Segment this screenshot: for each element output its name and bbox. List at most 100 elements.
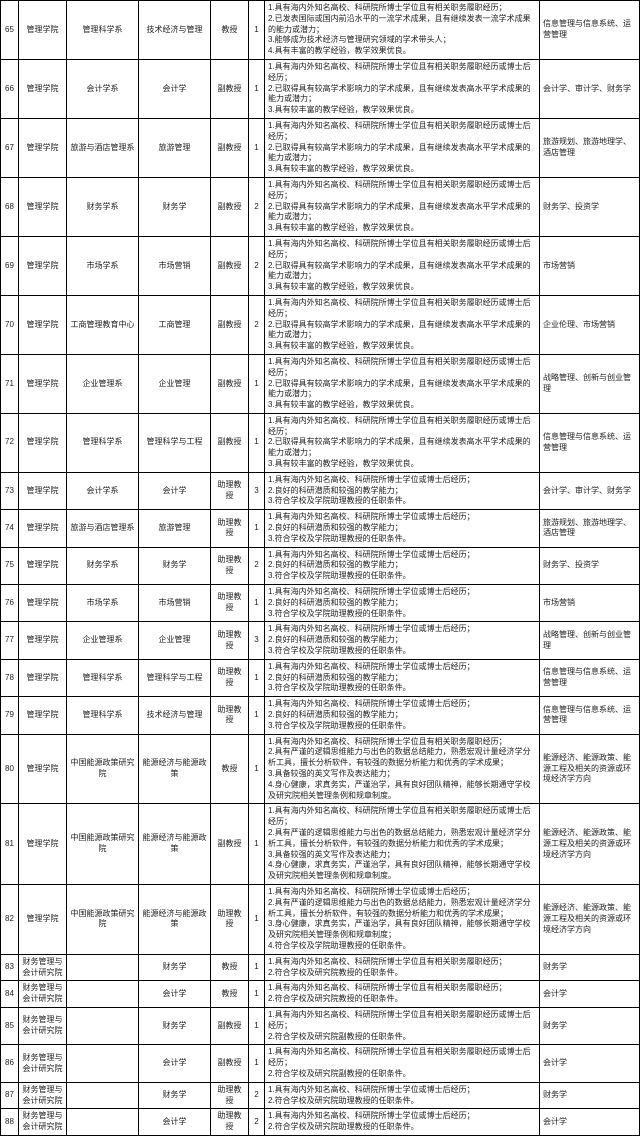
- row-index: 73: [1, 472, 19, 509]
- college-cell: 管理学院: [19, 354, 67, 413]
- requirement-line: 1.具有海内外知名高校、科研院所博士学位且有相关职务履职经历；: [268, 957, 536, 968]
- title-cell: 助理教授: [211, 697, 249, 734]
- major-cell: 财务学: [139, 547, 211, 584]
- major-cell: 管理科学与工程: [139, 659, 211, 696]
- major-cell: 财务学: [139, 177, 211, 236]
- count-cell: 1: [249, 585, 265, 622]
- major-cell: 会计学: [139, 59, 211, 118]
- department-cell: 管理科学系: [67, 1, 139, 60]
- table-row: 81管理学院中国能源政策研究院能源经济与能源政策副教授11.具有海内外知名高校、…: [1, 804, 640, 885]
- requirements-cell: 1.具有海内外知名高校、科研院所博士学位或博士后经历；2.符合学校及研究院助理教…: [265, 1082, 540, 1109]
- requirement-line: 3.具有较丰富的教学经验，教学效果优良。: [268, 282, 536, 293]
- requirement-line: 3.符合学校及学院助理教授的任职条件。: [268, 609, 536, 620]
- department-cell: 中国能源政策研究院: [67, 884, 139, 954]
- department-cell: [67, 1109, 139, 1136]
- direction-cell: 企业伦理、市场营销: [540, 295, 640, 354]
- title-cell: 副教授: [211, 1045, 249, 1082]
- requirement-line: 3.具有较丰富的教学经验，教学效果优良。: [268, 223, 536, 234]
- department-cell: 旅游与酒店管理系: [67, 118, 139, 177]
- count-cell: 1: [249, 1007, 265, 1044]
- requirement-line: 1.具有海内外知名高校、科研院所博士学位或博士后经历；: [268, 699, 536, 710]
- count-cell: 1: [249, 884, 265, 954]
- direction-cell: 会计学: [540, 981, 640, 1008]
- college-cell: 管理学院: [19, 295, 67, 354]
- count-cell: 1: [249, 510, 265, 547]
- college-cell: 管理学院: [19, 547, 67, 584]
- row-index: 65: [1, 1, 19, 60]
- table-row: 68管理学院财务学系财务学副教授21.具有海内外知名高校、科研院所博士学位且有相…: [1, 177, 640, 236]
- requirement-line: 1.具有海内外知名高校、科研院所博士学位或博士后经历；: [268, 1111, 536, 1122]
- requirement-line: 2.具有严谨的逻辑思维能力与出色的数据总结能力，熟悉宏观计量经济学分析工具，擅长…: [268, 747, 536, 769]
- requirement-line: 1.具有海内外知名高校、科研院所博士学位且有相关职务履职经历；: [268, 3, 536, 14]
- requirement-line: 2.良好的科研潜质和较强的教学能力；: [268, 598, 536, 609]
- requirement-line: 2.已取得具有较高学术影响力的学术成果，且有继续发表高水平学术成果的能力或潜力；: [268, 84, 536, 106]
- table-row: 87财务管理与会计研究院财务学助理教授21.具有海内外知名高校、科研院所博士学位…: [1, 1082, 640, 1109]
- requirements-cell: 1.具有海内外知名高校、科研院所博士学位且有相关职务履职经历或博士后经历；2.符…: [265, 1007, 540, 1044]
- requirement-line: 1.具有海内外知名高校、科研院所博士学位或博士后经历；: [268, 624, 536, 635]
- table-row: 65管理学院管理科学系技术经济与管理教授11.具有海内外知名高校、科研院所博士学…: [1, 1, 640, 60]
- direction-cell: 市场营销: [540, 236, 640, 295]
- title-cell: 助理教授: [211, 547, 249, 584]
- title-cell: 助理教授: [211, 622, 249, 659]
- requirement-line: 1.具有海内外知名高校、科研院所博士学位且有相关职务履职经历或博士后经历；: [268, 239, 536, 261]
- table-row: 78管理学院管理科学系管理科学与工程助理教授11.具有海内外知名高校、科研院所博…: [1, 659, 640, 696]
- requirements-cell: 1.具有海内外知名高校、科研院所博士学位或博士后经历；2.良好的科研潜质和较强的…: [265, 472, 540, 509]
- requirements-cell: 1.具有海内外知名高校、科研院所博士学位且有相关职务履职经历或博士后经历；2.已…: [265, 354, 540, 413]
- requirement-line: 3.具有较丰富的教学经验，教学效果优良。: [268, 164, 536, 175]
- recruitment-table: 65管理学院管理科学系技术经济与管理教授11.具有海内外知名高校、科研院所博士学…: [0, 0, 640, 1136]
- major-cell: 财务学: [139, 1007, 211, 1044]
- requirement-line: 3.具有较丰富的教学经验，教学效果优良。: [268, 400, 536, 411]
- row-index: 76: [1, 585, 19, 622]
- requirement-line: 1.具有海内外知名高校、科研院所博士学位或博士后经历；: [268, 512, 536, 523]
- count-cell: 1: [249, 354, 265, 413]
- college-cell: 管理学院: [19, 118, 67, 177]
- requirement-line: 1.具有海内外知名高校、科研院所博士学位或博士后经历；: [268, 662, 536, 673]
- table-row: 69管理学院市场学系市场营销副教授21.具有海内外知名高校、科研院所博士学位且有…: [1, 236, 640, 295]
- college-cell: 财务管理与会计研究院: [19, 954, 67, 981]
- title-cell: 助理教授: [211, 1109, 249, 1136]
- college-cell: 财务管理与会计研究院: [19, 1109, 67, 1136]
- table-row: 80管理学院中国能源政策研究院能源经济与能源政策教授11.具有海内外知名高校、科…: [1, 734, 640, 804]
- requirement-line: 2.符合学校及研究院助理教授的任职条件。: [268, 1096, 536, 1107]
- direction-cell: 旅游规划、旅游地理学、酒店管理: [540, 118, 640, 177]
- direction-cell: 信息管理与信息系统、运营管理: [540, 659, 640, 696]
- requirement-line: 2.符合学校及研究院助理教授的任职条件。: [268, 1122, 536, 1133]
- college-cell: 管理学院: [19, 622, 67, 659]
- requirements-cell: 1.具有海内外知名高校、科研院所博士学位且有相关职务履职经历或博士后经历；2.已…: [265, 295, 540, 354]
- requirement-line: 1.具有海内外知名高校、科研院所博士学位且有相关职务履职经历或博士后经历；: [268, 180, 536, 202]
- college-cell: 管理学院: [19, 1, 67, 60]
- department-cell: 会计学系: [67, 472, 139, 509]
- count-cell: 1: [249, 118, 265, 177]
- direction-cell: 战略管理、创新与创业管理: [540, 354, 640, 413]
- requirement-line: 2.符合学校及研究院副教授的任职条件。: [268, 1069, 536, 1080]
- row-index: 72: [1, 413, 19, 472]
- requirements-cell: 1.具有海内外知名高校、科研院所博士学位或博士后经历；2.良好的科研潜质和较强的…: [265, 510, 540, 547]
- row-index: 88: [1, 1109, 19, 1136]
- table-row: 67管理学院旅游与酒店管理系旅游管理副教授11.具有海内外知名高校、科研院所博士…: [1, 118, 640, 177]
- count-cell: 1: [249, 1, 265, 60]
- requirement-line: 1.具有海内外知名高校、科研院所博士学位且有相关职务履职经历或博士后经历；: [268, 416, 536, 438]
- row-index: 66: [1, 59, 19, 118]
- requirement-line: 2.良好的科研潜质和较强的教学能力；: [268, 486, 536, 497]
- department-cell: 财务学系: [67, 547, 139, 584]
- table-row: 71管理学院企业管理系企业管理副教授11.具有海内外知名高校、科研院所博士学位且…: [1, 354, 640, 413]
- row-index: 71: [1, 354, 19, 413]
- row-index: 70: [1, 295, 19, 354]
- requirement-line: 4.身心健康，求真务实，严谨治学，具有良好团队精神，能够长期通守学校及研究院相关…: [268, 780, 536, 802]
- department-cell: 财务学系: [67, 177, 139, 236]
- major-cell: 旅游管理: [139, 118, 211, 177]
- direction-cell: 会计学、审计学、财务学: [540, 59, 640, 118]
- count-cell: 1: [249, 734, 265, 804]
- table-row: 77管理学院企业管理系企业管理助理教授31.具有海内外知名高校、科研院所博士学位…: [1, 622, 640, 659]
- college-cell: 财务管理与会计研究院: [19, 981, 67, 1008]
- requirement-line: 1.具有海内外知名高校、科研院所博士学位且有相关职务履职经历或博士后经历；: [268, 806, 536, 828]
- direction-cell: 能源经济、能源政策、能源工程及相关的资源或环境经济学方向: [540, 734, 640, 804]
- title-cell: 教授: [211, 1, 249, 60]
- title-cell: 副教授: [211, 177, 249, 236]
- requirement-line: 2.已取得具有较高学术影响力的学术成果，且有继续发表高水平学术成果的能力或潜力；: [268, 143, 536, 165]
- row-index: 82: [1, 884, 19, 954]
- count-cell: 1: [249, 59, 265, 118]
- department-cell: 工商管理教育中心: [67, 295, 139, 354]
- college-cell: 管理学院: [19, 177, 67, 236]
- requirements-cell: 1.具有海内外知名高校、科研院所博士学位且有相关职务履职经历或博士后经历；2.已…: [265, 177, 540, 236]
